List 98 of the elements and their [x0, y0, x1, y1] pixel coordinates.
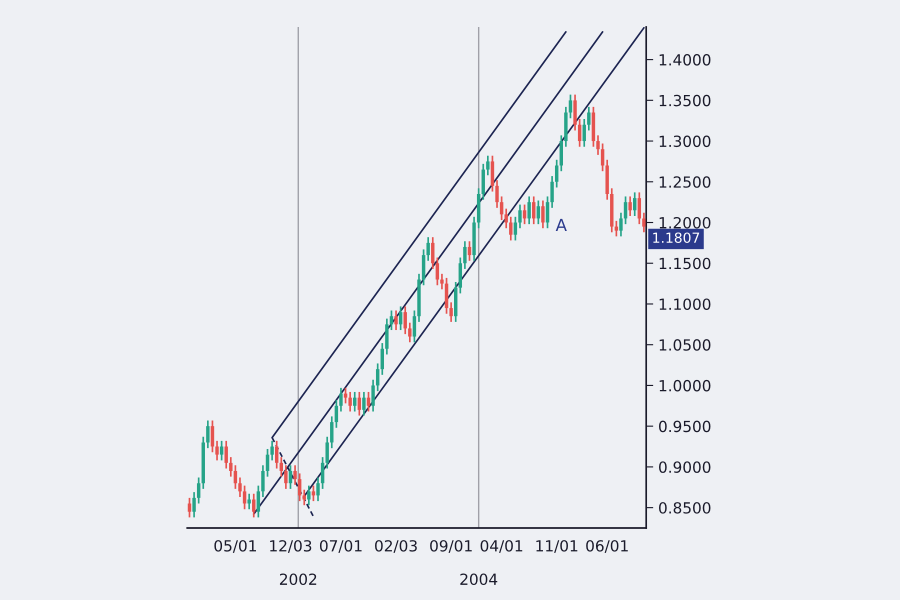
candlestick — [252, 492, 256, 518]
candlestick — [619, 212, 623, 238]
candlestick — [206, 420, 210, 449]
candlestick — [449, 302, 453, 323]
candlestick — [500, 196, 504, 221]
x-tick-label: 06/01 — [586, 540, 628, 553]
candlestick — [541, 200, 545, 230]
candlestick — [192, 491, 196, 518]
candlestick — [229, 456, 233, 478]
candlestick — [293, 464, 297, 486]
candlestick — [366, 391, 370, 412]
candlestick — [614, 220, 618, 238]
candlestick — [380, 342, 384, 376]
x-tick-label: 02/03 — [375, 540, 417, 553]
candlestick — [274, 440, 278, 470]
candlestick — [536, 200, 540, 225]
candlestick — [302, 488, 306, 506]
candlestick — [568, 94, 572, 120]
candlestick — [509, 216, 513, 242]
candlestick — [358, 391, 362, 416]
candlestick — [344, 387, 348, 404]
candlestick — [339, 387, 343, 412]
candlestick — [353, 391, 356, 412]
candlestick — [624, 196, 628, 225]
y-tick-label: 1.0000 — [660, 380, 710, 392]
candlestick — [486, 154, 490, 176]
candlestick — [554, 158, 558, 188]
x-tick-label: 09/01 — [430, 540, 472, 553]
candlestick — [247, 492, 251, 510]
candlestick — [404, 306, 407, 335]
candlestick — [504, 208, 508, 230]
candlestick — [261, 464, 265, 498]
candlestick — [642, 212, 646, 234]
candlestick — [298, 472, 302, 502]
candlestick — [224, 440, 228, 470]
y-tick-label: 1.3000 — [660, 136, 710, 148]
candlestick — [334, 399, 338, 429]
candlestick — [242, 484, 246, 510]
y-tick-label: 1.1500 — [660, 258, 710, 270]
candlestick — [376, 362, 380, 392]
y-tick-label: 0.8500 — [659, 502, 710, 514]
y-tick-label: 0.9500 — [659, 420, 710, 432]
candlestick — [426, 236, 430, 262]
candlestick — [371, 378, 375, 412]
y-tick-label: 0.9000 — [659, 461, 710, 473]
candlestick — [284, 464, 288, 490]
candlestick — [307, 484, 311, 506]
candlestick — [587, 106, 591, 132]
candlestick — [440, 273, 444, 290]
candlestick — [330, 416, 334, 449]
candlestick — [215, 440, 219, 462]
y-tick-label: 1.2000 — [660, 216, 710, 229]
candlestick — [220, 440, 224, 462]
candlestick — [348, 391, 352, 412]
candlestick — [550, 175, 554, 209]
candlestick — [238, 476, 242, 498]
candlestick — [638, 192, 642, 225]
candlestick — [362, 391, 366, 416]
candlestick — [256, 484, 260, 518]
candlestick — [390, 310, 394, 331]
x-tick-label: 07/01 — [320, 540, 362, 553]
candlestick — [527, 196, 531, 225]
y-tick-label: 1.1000 — [660, 298, 710, 310]
candlestick — [408, 322, 412, 344]
text: 1.1807 — [653, 232, 700, 243]
y-tick-label: 1.4000 — [660, 54, 710, 66]
candlestick — [600, 142, 604, 172]
candlestick — [463, 240, 467, 270]
text: 2002 — [280, 573, 316, 586]
candlestick — [325, 436, 329, 470]
candlestick — [196, 476, 200, 504]
candlestick — [436, 256, 440, 286]
candlestick — [522, 204, 526, 225]
y-tick-label: 1.3500 — [660, 94, 710, 106]
candlestick — [398, 306, 402, 331]
candlestick — [582, 118, 586, 148]
candlestick — [514, 216, 518, 242]
candlestick — [234, 464, 238, 490]
x-tick-label: 05/01 — [214, 540, 256, 553]
candlestick — [210, 420, 214, 454]
y-tick-label: 1.0500 — [660, 339, 710, 351]
candlestick — [412, 310, 416, 344]
text: 2004 — [460, 573, 498, 586]
candlestick — [312, 484, 316, 502]
y-tick-label: 1.2500 — [660, 176, 710, 188]
candlestick — [578, 118, 582, 148]
x-tick-label: 04/01 — [480, 540, 522, 553]
candlestick — [270, 440, 274, 462]
candlestick — [633, 192, 636, 217]
candlestick — [320, 456, 324, 490]
candlestick — [431, 236, 434, 270]
x-tick-label: 11/01 — [536, 540, 578, 553]
candlestick — [532, 196, 536, 225]
candlestick — [628, 196, 632, 217]
candlestick — [280, 456, 284, 478]
candlestick — [394, 310, 398, 331]
x-tick-label: 12/03 — [270, 540, 312, 553]
annotation: A — [556, 218, 567, 231]
